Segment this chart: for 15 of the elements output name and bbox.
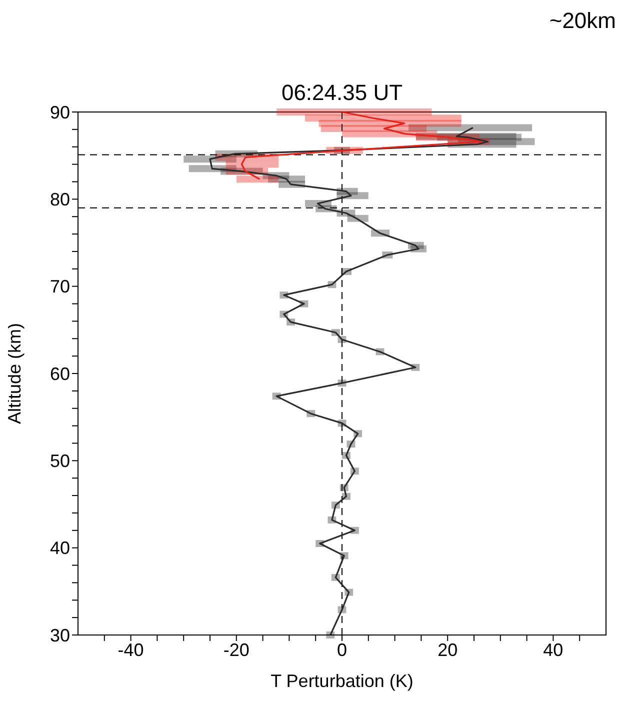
y-tick-label: 60 xyxy=(50,364,70,384)
x-tick-label: -20 xyxy=(223,640,250,660)
y-tick-label: 40 xyxy=(50,538,70,558)
y-tick-label: 90 xyxy=(50,102,70,122)
text: ~20km xyxy=(549,8,616,33)
x-tick-label: -40 xyxy=(118,640,144,660)
y-tick-label: 50 xyxy=(50,451,70,472)
y-tick-label: 80 xyxy=(50,190,70,210)
y-tick-label: 30 xyxy=(50,625,70,646)
x-tick-label: 20 xyxy=(438,640,458,660)
x-tick-label: 0 xyxy=(336,640,348,660)
x-tick-label: 40 xyxy=(543,640,564,660)
chart-title: 06:24.35 UT xyxy=(280,80,404,106)
x-axis-title: T Perturbation (K) xyxy=(270,671,414,691)
y-tick-label: 70 xyxy=(50,276,70,297)
